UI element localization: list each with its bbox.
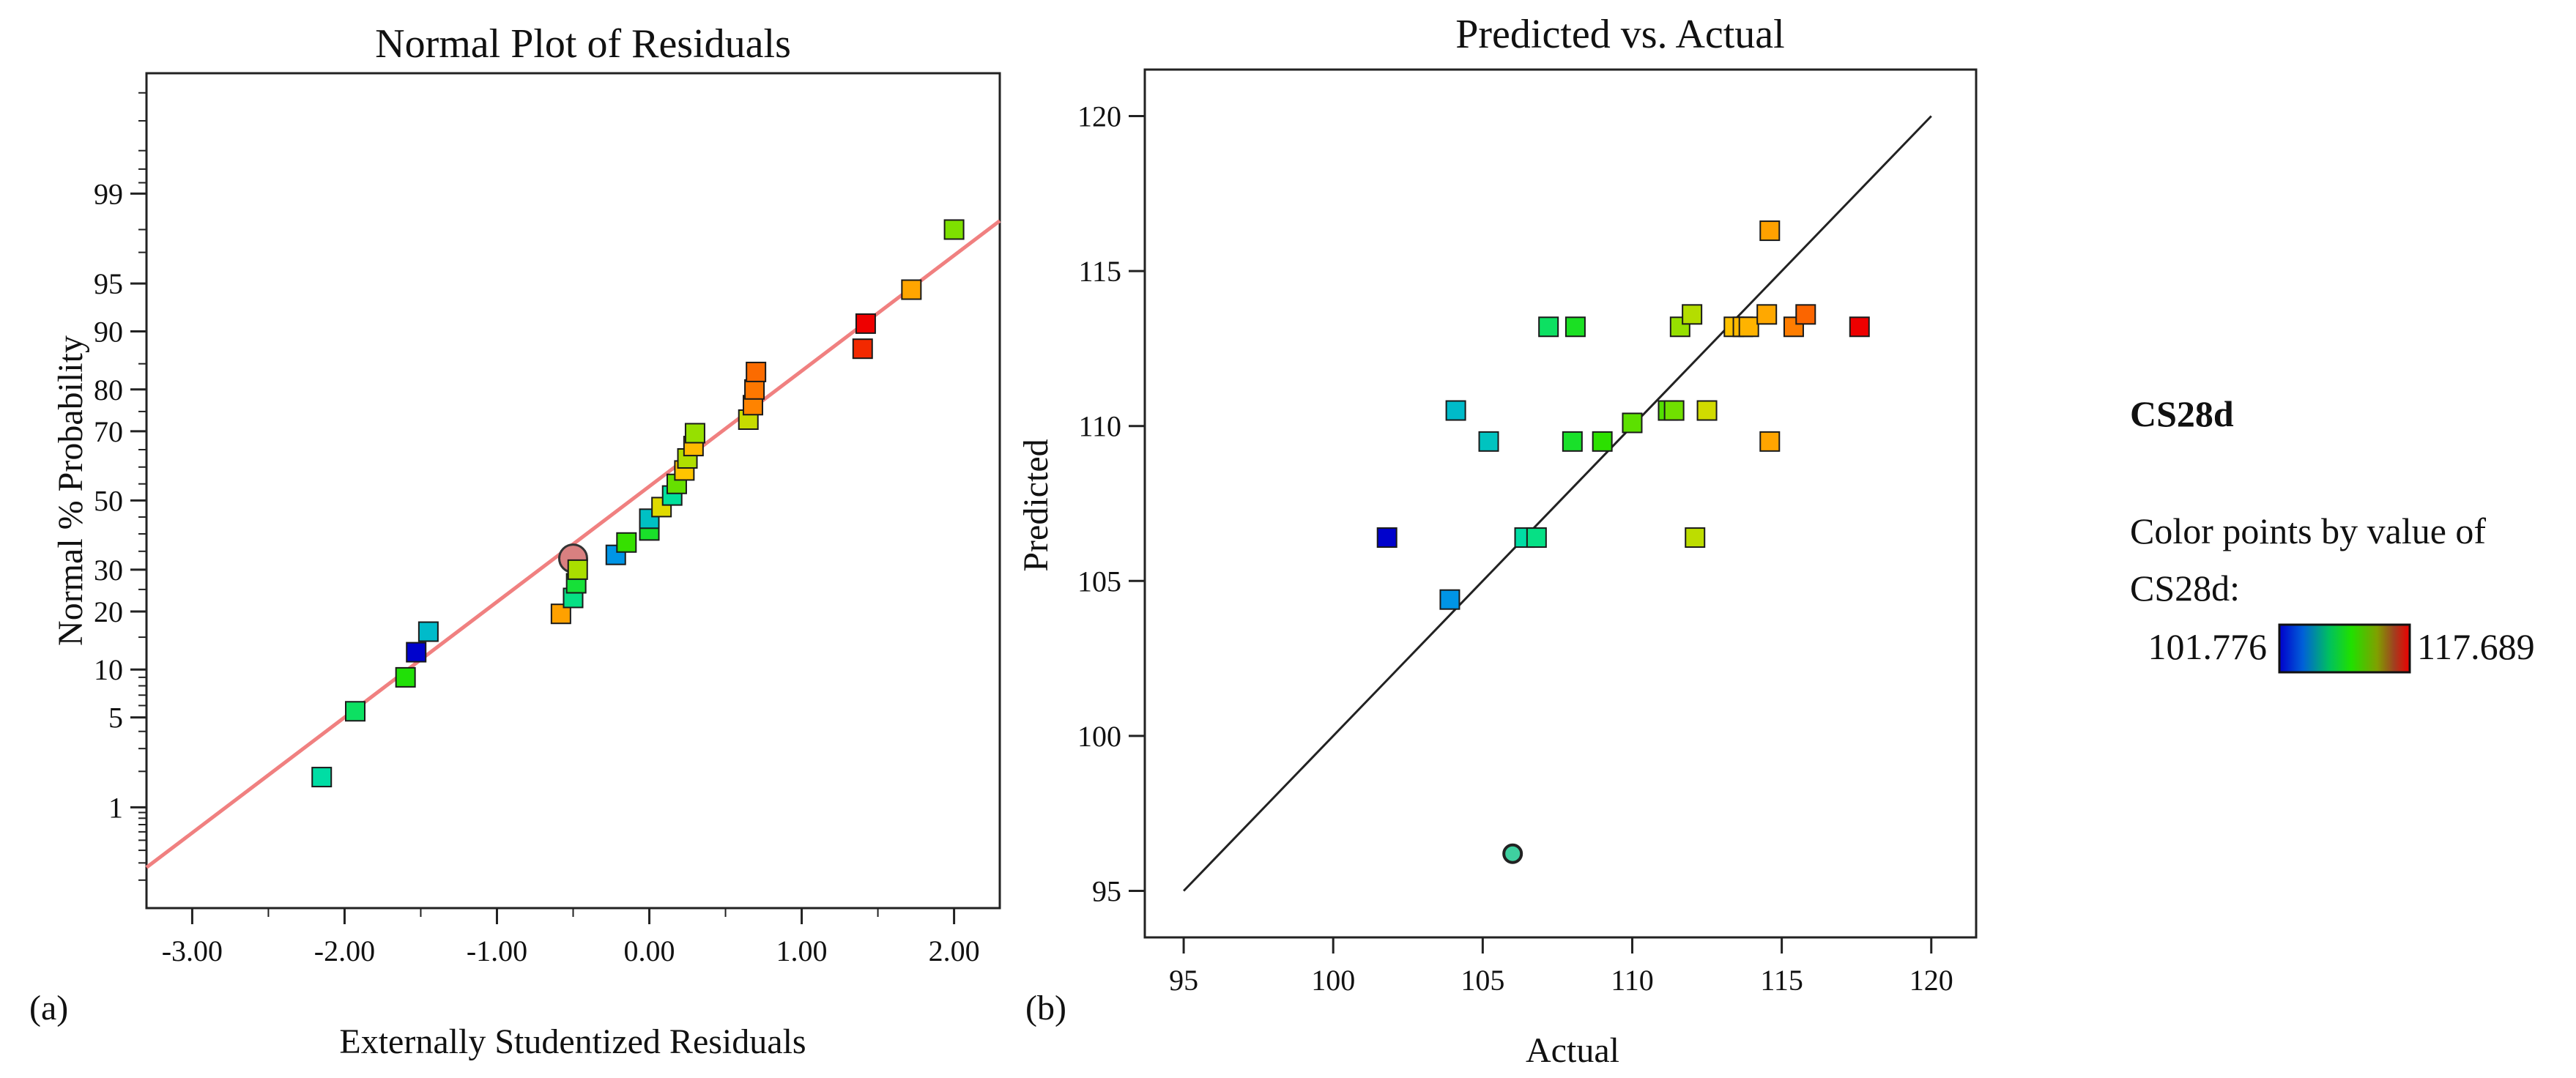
panel-b-y-tick-label: 110 bbox=[1078, 410, 1121, 443]
panel-a-data-point bbox=[417, 621, 439, 642]
panel-b-data-point bbox=[1445, 400, 1466, 421]
panel-b-y-tick-label: 100 bbox=[1077, 720, 1121, 753]
panel-b-data-point bbox=[1538, 316, 1559, 338]
panel-b-data-point bbox=[1622, 412, 1643, 434]
panel-b-y-label: Predicted bbox=[1017, 439, 1055, 571]
panel-b-x-tick-label: 115 bbox=[1760, 964, 1803, 997]
panel-a-y-tick-label: 95 bbox=[94, 267, 123, 300]
panel-a-y-tick-label: 99 bbox=[94, 177, 123, 210]
panel-b-y-tick-label: 105 bbox=[1077, 565, 1121, 598]
panel-a-data-point bbox=[855, 313, 876, 334]
panel-a-x-ticks: -3.00 -2.00 -1.00 0.00 1.00 2.00 bbox=[162, 908, 980, 967]
panel-a-data-point bbox=[567, 559, 588, 580]
panel-a-data-point bbox=[746, 361, 767, 382]
panel-a-y-tick-label: 30 bbox=[94, 554, 123, 587]
panel-a-x-tick-label: -1.00 bbox=[467, 934, 527, 967]
panel-a-data-point bbox=[943, 219, 965, 240]
panel-b-data-point bbox=[1663, 400, 1685, 421]
panel-b-x-tick-label: 120 bbox=[1909, 964, 1953, 997]
panel-b-data-point bbox=[1682, 304, 1703, 325]
panel-b-data-point bbox=[1738, 316, 1759, 338]
legend-caption-line2: CS28d: bbox=[2130, 568, 2240, 609]
panel-a-y-ticks: 1 5 10 20 30 50 70 80 90 95 99 bbox=[94, 92, 146, 881]
panel-b: Predicted vs. Actual 95 100 105 110 115 120 9… bbox=[1017, 12, 1978, 1070]
panel-a-x-tick-label: 2.00 bbox=[929, 934, 980, 967]
panel-b-y-tick-label: 95 bbox=[1092, 875, 1121, 908]
panel-b-x-ticks: 95 100 105 110 115 120 bbox=[1169, 937, 1953, 997]
panel-b-data-point bbox=[1526, 527, 1547, 549]
panel-a-y-tick-label: 80 bbox=[94, 373, 123, 406]
panel-a-data-point bbox=[311, 767, 333, 788]
panel-a-y-tick-label: 5 bbox=[108, 702, 123, 735]
panel-b-x-tick-label: 95 bbox=[1169, 964, 1198, 997]
panel-b-data-point bbox=[1756, 304, 1778, 325]
panel-b-x-tick-label: 100 bbox=[1311, 964, 1355, 997]
panel-a-y-tick-label: 20 bbox=[94, 595, 123, 628]
panel-b-data-point bbox=[1685, 527, 1706, 549]
panel-b-data-point bbox=[1696, 400, 1718, 421]
panel-a: Normal Plot of Residuals 1 5 10 20 30 50 70 80 9… bbox=[29, 21, 1001, 1061]
panel-a-data-point bbox=[744, 379, 765, 400]
panel-b-data-point bbox=[1562, 431, 1583, 452]
panel-b-y-tick-label: 115 bbox=[1078, 255, 1121, 288]
panel-a-x-tick-label: 0.00 bbox=[624, 934, 675, 967]
panel-a-title: Normal Plot of Residuals bbox=[375, 21, 791, 67]
panel-a-y-label: Normal % Probability bbox=[51, 335, 90, 646]
panel-b-x-label: Actual bbox=[1526, 1031, 1619, 1070]
panel-b-data-point bbox=[1795, 304, 1816, 325]
panel-a-x-tick-label: 1.00 bbox=[776, 934, 828, 967]
panel-a-data-point bbox=[345, 701, 366, 722]
panel-b-frame bbox=[1143, 68, 1978, 939]
panel-b-points bbox=[1376, 220, 1870, 864]
panel-b-data-point bbox=[1849, 316, 1870, 338]
panel-a-data-point bbox=[395, 666, 416, 688]
panel-b-title: Predicted vs. Actual bbox=[1455, 12, 1784, 57]
panel-b-x-tick-label: 110 bbox=[1611, 964, 1654, 997]
panel-b-y-tick-label: 120 bbox=[1077, 100, 1121, 133]
panel-a-y-tick-label: 70 bbox=[94, 415, 123, 448]
panel-b-data-point bbox=[1564, 316, 1586, 338]
panel-b-y-ticks: 95 100 105 110 115 120 bbox=[1077, 100, 1145, 908]
panel-a-data-point bbox=[852, 338, 873, 360]
panel-b-label: (b) bbox=[1025, 989, 1066, 1027]
legend-color-bar bbox=[2278, 623, 2411, 674]
panel-a-frame bbox=[145, 72, 1001, 910]
panel-a-data-point bbox=[406, 642, 427, 663]
panel-a-x-tick-label: -2.00 bbox=[314, 934, 375, 967]
legend-max-label: 117.689 bbox=[2417, 626, 2535, 667]
panel-a-x-label: Externally Studentized Residuals bbox=[339, 1022, 806, 1061]
panel-a-data-point bbox=[684, 423, 705, 444]
panel-a-y-tick-label: 1 bbox=[108, 791, 123, 824]
panel-b-data-point bbox=[1478, 431, 1499, 452]
legend-caption-line1: Color points by value of bbox=[2130, 510, 2486, 551]
panel-a-label: (a) bbox=[29, 989, 68, 1027]
panel-b-reference-line bbox=[1182, 115, 1932, 892]
panel-b-data-point bbox=[1759, 220, 1781, 242]
color-legend: CS28d Color points by value of CS28d: 10… bbox=[2130, 393, 2535, 674]
panel-b-data-point bbox=[1759, 431, 1781, 452]
panel-a-y-tick-label: 90 bbox=[94, 316, 123, 349]
panel-b-data-point bbox=[1592, 431, 1613, 452]
panel-b-reference-line-group bbox=[1182, 115, 1932, 892]
panel-a-data-point bbox=[901, 279, 922, 300]
panel-b-outlier-point bbox=[1502, 843, 1523, 864]
panel-b-data-point bbox=[1376, 527, 1398, 549]
legend-min-label: 101.776 bbox=[2148, 626, 2268, 667]
panel-a-y-tick-label: 50 bbox=[94, 484, 123, 517]
panel-a-y-tick-label: 10 bbox=[94, 653, 123, 686]
panel-a-x-tick-label: -3.00 bbox=[162, 934, 223, 967]
panel-a-points bbox=[311, 219, 965, 788]
panel-b-x-tick-label: 105 bbox=[1460, 964, 1504, 997]
panel-a-data-point bbox=[616, 532, 637, 553]
panel-b-data-point bbox=[1439, 589, 1460, 610]
legend-title: CS28d bbox=[2130, 393, 2234, 434]
